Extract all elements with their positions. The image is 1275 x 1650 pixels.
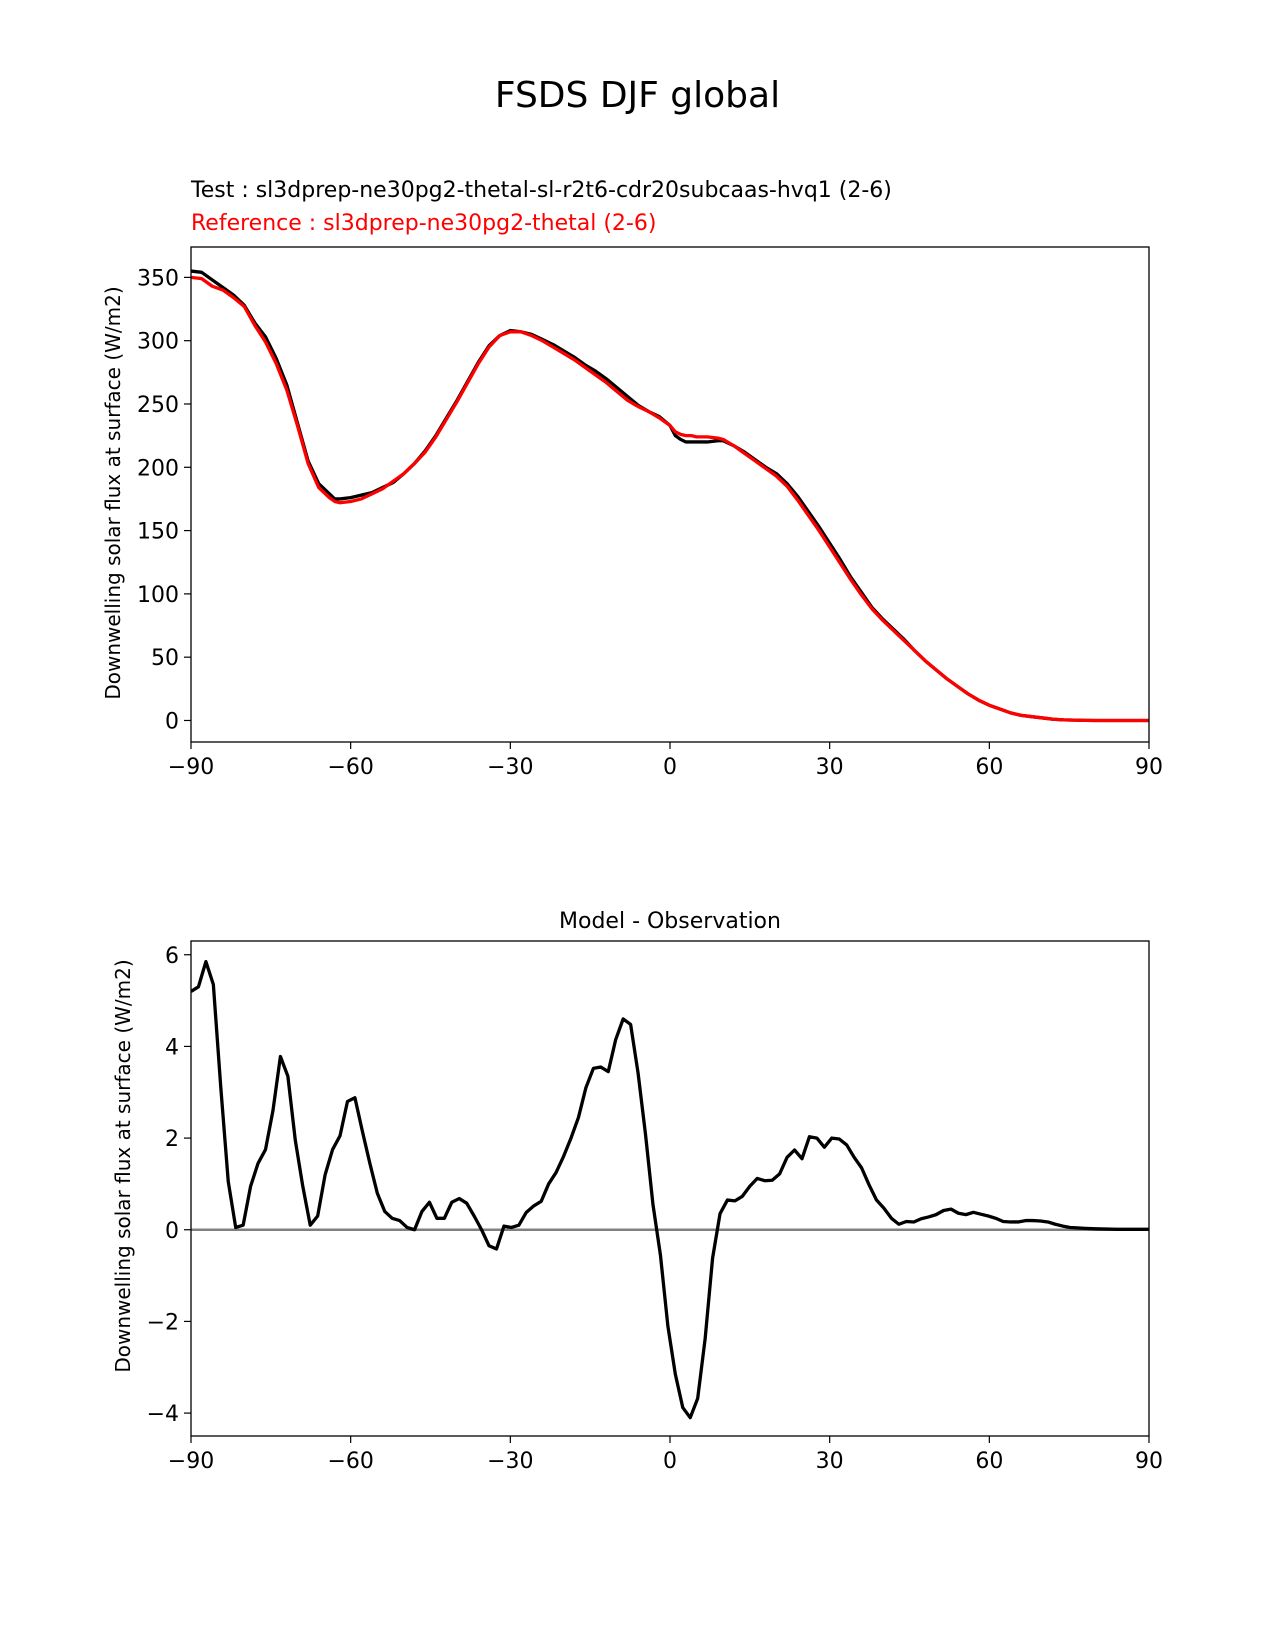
chart-top-x-tick-label: 60 bbox=[975, 755, 1003, 780]
chart-top-y-tick-label: 0 bbox=[165, 709, 179, 734]
chart-bottom-title: Model - Observation bbox=[559, 909, 781, 934]
chart-bottom-y-tick-label: 4 bbox=[165, 1035, 179, 1060]
chart-top-x-tick-label: 90 bbox=[1135, 755, 1163, 780]
chart-top-y-tick-label: 200 bbox=[137, 456, 179, 481]
chart-bottom-plot-frame bbox=[190, 940, 1150, 1437]
chart-top-y-tick-label: 250 bbox=[137, 393, 179, 418]
chart-top-ticks: −90 −60 −30 0 30 60 90 0 50 100 150 200 250 300 350 bbox=[137, 266, 1163, 780]
chart-top-y-tick-label: 350 bbox=[137, 266, 179, 291]
chart-top-series bbox=[191, 269, 1149, 723]
chart-bottom-y-axis-label: Downwelling solar flux at surface (W/m2) bbox=[111, 959, 135, 1372]
chart-top-x-tick-label: −30 bbox=[487, 755, 533, 780]
chart-bottom-y-tick-label: −4 bbox=[147, 1402, 179, 1427]
chart-top-series-reference bbox=[191, 275, 1149, 723]
chart-bottom-y-tick-label: 2 bbox=[165, 1127, 179, 1152]
chart-bottom-x-tick-label: 60 bbox=[975, 1449, 1003, 1474]
chart-bottom-x-tick-label: 0 bbox=[663, 1449, 677, 1474]
chart-bottom-x-tick-label: −30 bbox=[487, 1449, 533, 1474]
chart-top-test-title: Test : sl3dprep-ne30pg2-thetal-sl-r2t6-c… bbox=[190, 178, 892, 203]
chart-bottom-x-tick-label: −60 bbox=[327, 1449, 373, 1474]
chart-top-y-tick-label: 150 bbox=[137, 520, 179, 545]
chart-bottom-x-tick-label: −90 bbox=[168, 1449, 214, 1474]
chart-top-y-tick-label: 300 bbox=[137, 330, 179, 355]
chart-bottom-y-tick-label: −2 bbox=[147, 1310, 179, 1335]
chart-bottom-series bbox=[191, 959, 1149, 1420]
chart-bottom: Model - Observation Downwelling solar fl… bbox=[111, 909, 1163, 1474]
chart-top-y-tick-label: 100 bbox=[137, 583, 179, 608]
chart-bottom-y-tick-label: 6 bbox=[165, 944, 179, 969]
chart-top-x-tick-label: −60 bbox=[327, 755, 373, 780]
chart-bottom-series-model-observation bbox=[191, 959, 1149, 1420]
chart-bottom-y-tick-label: 0 bbox=[165, 1219, 179, 1244]
chart-top-plot-frame bbox=[190, 246, 1150, 743]
chart-top-reference-title: Reference : sl3dprep-ne30pg2-thetal (2-6… bbox=[191, 211, 656, 236]
chart-top-y-tick-label: 50 bbox=[151, 646, 179, 671]
chart-top-x-tick-label: 30 bbox=[816, 755, 844, 780]
chart-bottom-x-tick-label: 30 bbox=[816, 1449, 844, 1474]
chart-bottom-x-tick-label: 90 bbox=[1135, 1449, 1163, 1474]
chart-bottom-ticks: −90 −60 −30 0 30 60 90 −4 −2 0 2 4 6 bbox=[147, 944, 1163, 1474]
figure-suptitle: FSDS DJF global bbox=[495, 75, 780, 116]
chart-top-y-axis-label: Downwelling solar flux at surface (W/m2) bbox=[101, 286, 125, 699]
chart-top: Test : sl3dprep-ne30pg2-thetal-sl-r2t6-c… bbox=[101, 178, 1163, 780]
chart-top-x-tick-label: 0 bbox=[663, 755, 677, 780]
chart-top-x-tick-label: −90 bbox=[168, 755, 214, 780]
